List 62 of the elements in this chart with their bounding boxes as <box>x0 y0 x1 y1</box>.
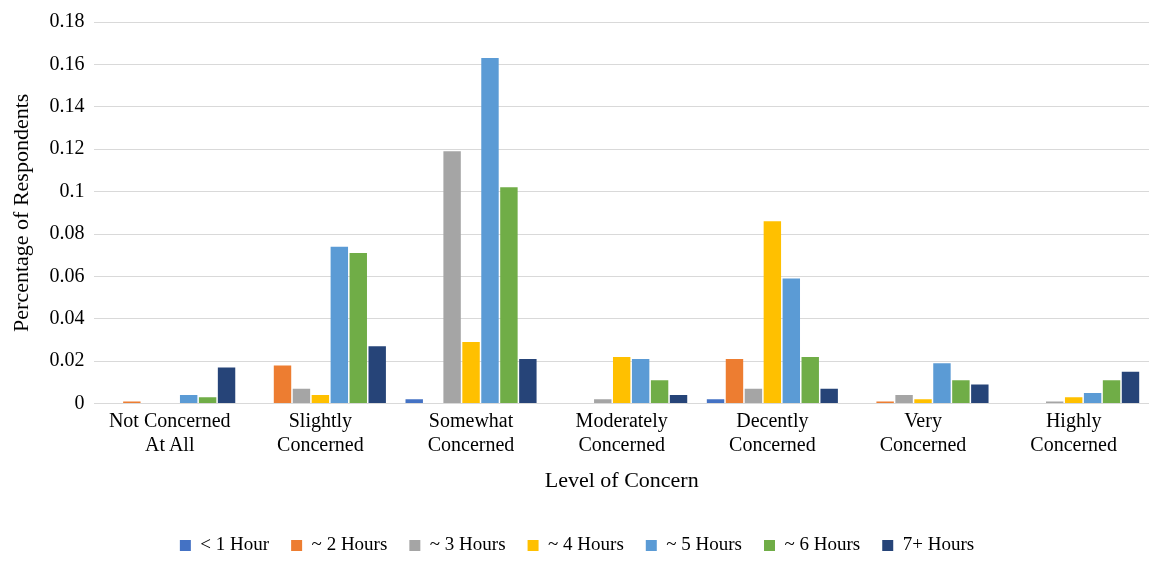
bar <box>443 151 461 404</box>
x-tick-label: Not Concerned At All <box>108 408 231 455</box>
y-axis-title: Percentage of Respondents <box>7 93 33 332</box>
bar <box>801 356 819 404</box>
bar <box>594 399 612 404</box>
bar <box>763 221 782 404</box>
bar <box>1102 380 1121 404</box>
bar <box>706 399 725 404</box>
x-tick-label: Somewhat Concerned <box>427 408 515 455</box>
bar <box>612 356 631 404</box>
bar <box>669 395 688 404</box>
bar <box>952 380 970 404</box>
y-tick-label: 0.02 <box>49 348 85 371</box>
bar <box>1121 371 1140 404</box>
bar <box>895 395 913 404</box>
bar <box>349 253 367 404</box>
y-tick-label: 0.06 <box>49 263 85 286</box>
bar <box>914 399 932 404</box>
x-tick-label: Very Concerned <box>879 408 967 455</box>
legend-label: ~ 5 Hours <box>666 533 743 555</box>
y-tick-label: 0.14 <box>49 94 85 117</box>
bar <box>650 380 669 404</box>
bar <box>725 359 744 404</box>
y-tick-label: 0.16 <box>49 51 85 74</box>
bar <box>179 395 198 404</box>
bar <box>292 388 311 404</box>
legend-label: ~ 2 Hours <box>311 533 388 555</box>
legend-label: 7+ Hours <box>902 533 975 555</box>
bar <box>198 397 217 404</box>
legend-label: < 1 Hour <box>200 533 270 555</box>
x-axis-title: Level of Concern <box>544 466 699 492</box>
bar <box>481 58 499 404</box>
bar <box>933 363 951 404</box>
y-tick-label: 0.12 <box>49 136 85 159</box>
bar <box>500 187 518 404</box>
x-tick-label: Highly Concerned <box>1030 408 1117 455</box>
x-tick-label: Moderately Concerned <box>575 408 668 455</box>
bar <box>273 365 292 404</box>
bar <box>405 399 423 404</box>
bar <box>631 359 650 404</box>
bar <box>820 388 838 404</box>
bar <box>971 384 989 404</box>
legend-label: ~ 6 Hours <box>784 533 861 555</box>
x-tick-label: Decently Concerned <box>729 408 816 455</box>
bar <box>462 342 480 404</box>
bar <box>782 278 801 404</box>
y-tick-label: 0.08 <box>49 221 85 244</box>
bar <box>744 388 763 404</box>
bar <box>1083 393 1102 404</box>
x-tick-label: Slightly Concerned <box>277 408 364 455</box>
y-tick-label: 0.18 <box>49 9 85 32</box>
y-tick-label: 0.04 <box>49 306 85 329</box>
bar <box>368 346 386 404</box>
y-tick-label: 0 <box>74 390 85 413</box>
bar <box>1064 397 1083 404</box>
bar <box>311 395 330 404</box>
legend-label: ~ 3 Hours <box>429 533 506 555</box>
bar <box>330 246 349 404</box>
bar <box>519 359 537 404</box>
legend-label: ~ 4 Hours <box>548 533 624 555</box>
bar <box>217 367 236 404</box>
y-tick-label: 0.1 <box>59 178 85 201</box>
